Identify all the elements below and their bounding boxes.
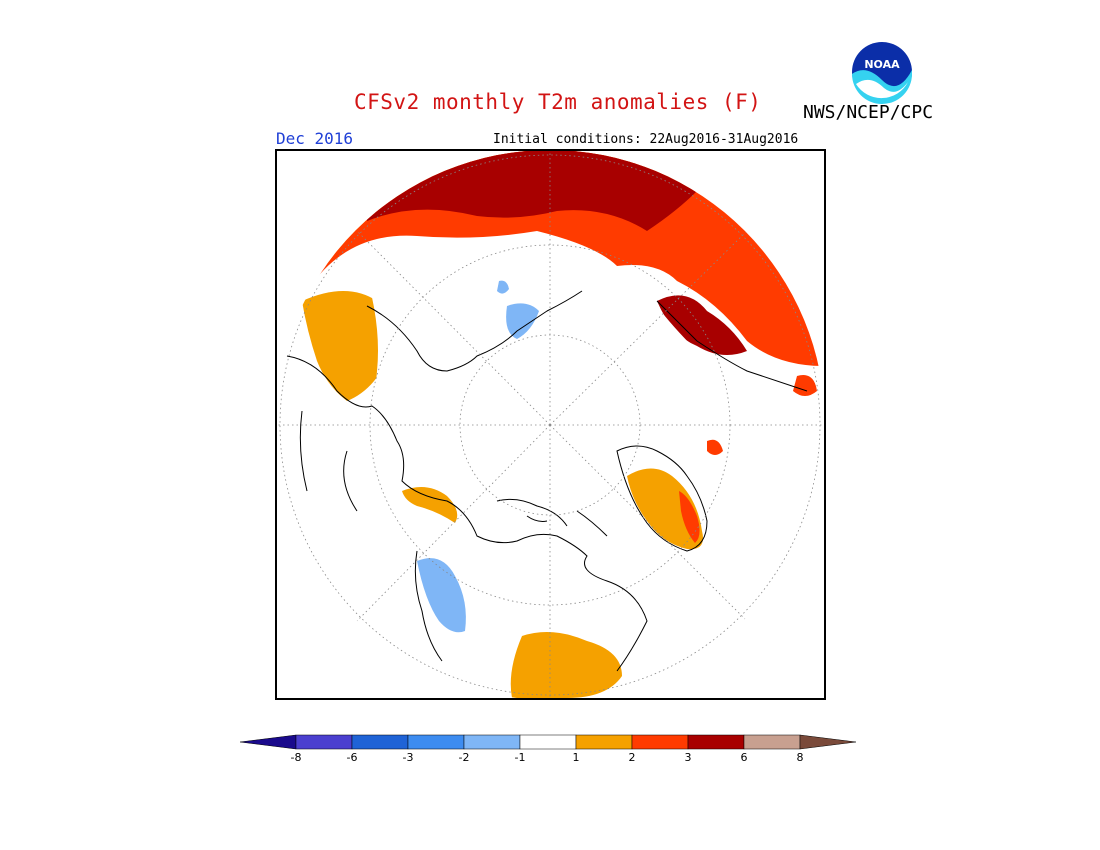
map-title: CFSv2 monthly T2m anomalies (F) [354, 90, 762, 114]
anomaly-region-orange-south [510, 632, 622, 698]
anomaly-region-blue-small [497, 280, 509, 294]
initial-conditions-label: Initial conditions: 22Aug2016-31Aug2016 [493, 132, 799, 147]
anomaly-region-orange-greenland [627, 468, 703, 550]
legend-tick-label: 6 [741, 751, 748, 764]
coastlines [286, 290, 808, 672]
color-legend: -8 -6 -3 -2 -1 1 2 3 6 8 [238, 733, 862, 773]
anomaly-region-red-patches [707, 375, 817, 455]
legend-tick-label: -2 [459, 751, 470, 764]
graticule [277, 151, 824, 698]
legend-tick-label: 1 [573, 751, 580, 764]
legend-swatch [687, 734, 745, 750]
legend-arrow-high [799, 734, 857, 750]
anomaly-region-darkred-east [657, 295, 747, 355]
legend-swatch [463, 734, 521, 750]
legend-tick-label: -1 [515, 751, 526, 764]
anomaly-region-darkred-north [367, 151, 697, 231]
legend-swatch [631, 734, 689, 750]
anomaly-neutral-arctic [362, 252, 711, 545]
legend-swatch [575, 734, 633, 750]
legend-swatch [351, 734, 409, 750]
anomaly-region-orange-alaska [402, 487, 458, 523]
anomaly-region-blue-canada [417, 558, 466, 633]
legend-tick-label: -8 [291, 751, 302, 764]
valid-month-label: Dec 2016 [276, 129, 354, 148]
legend-tick-label: 2 [629, 751, 636, 764]
legend-tick-label: 8 [797, 751, 804, 764]
anomaly-region-blue-siberia [506, 303, 539, 339]
noaa-logo: NOAA [850, 40, 914, 104]
legend-tick-label: 3 [685, 751, 692, 764]
legend-swatch [519, 734, 577, 750]
legend-tick-label: -3 [403, 751, 414, 764]
legend-swatch [407, 734, 465, 750]
anomaly-region-red-greenland [679, 491, 700, 543]
anomaly-region-orange-west [302, 291, 389, 401]
legend-tick-label: -6 [347, 751, 358, 764]
legend-arrow-low [239, 734, 297, 750]
legend-swatch [295, 734, 353, 750]
agency-label: NWS/NCEP/CPC [803, 102, 934, 123]
legend-swatch [743, 734, 801, 750]
polar-anomaly-map [275, 149, 826, 700]
logo-text: NOAA [864, 58, 900, 71]
